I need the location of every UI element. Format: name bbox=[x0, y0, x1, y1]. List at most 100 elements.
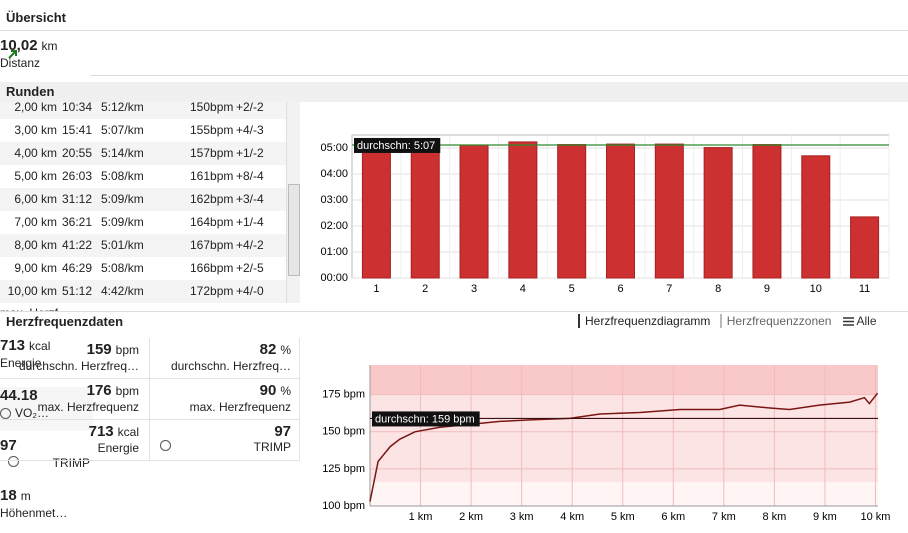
hr-title: Herzfrequenzdaten bbox=[0, 311, 908, 331]
bar bbox=[801, 155, 831, 279]
bar bbox=[361, 138, 391, 279]
stat-unit: bpm bbox=[115, 343, 139, 357]
x-tick-label: 2 bbox=[422, 283, 428, 295]
lap-cell: 164bpm bbox=[190, 215, 234, 229]
tab[interactable]: Alle bbox=[842, 314, 877, 328]
x-tick-label: 7 bbox=[666, 283, 672, 295]
x-tick-label: 3 bbox=[471, 283, 477, 295]
stat-label: VO₂… bbox=[15, 406, 49, 420]
lap-row: 9,00 km 46:29 5:08/km 166bpm +2/-5 bbox=[0, 257, 286, 281]
average-label-box bbox=[372, 411, 480, 427]
lap-row: 4,00 km 20:55 5:14/km 157bpm +1/-2 bbox=[0, 142, 286, 166]
stat-label: TRIMP bbox=[253, 440, 291, 454]
stat-label-line: TRIMP bbox=[150, 440, 291, 454]
hr-stat: 176 bpm max. Herzfrequenz bbox=[0, 379, 150, 420]
scrollbar[interactable] bbox=[286, 102, 300, 303]
stat-value-line: 90% bbox=[150, 382, 291, 399]
bar bbox=[410, 142, 440, 279]
x-tick-label: 9 km bbox=[813, 511, 837, 523]
hr-line bbox=[369, 392, 879, 502]
overview-stats: 10,02kmDistanz51:14Zeit51:14Verstriche…5… bbox=[0, 30, 908, 531]
lap-cell: 167bpm bbox=[190, 238, 234, 252]
help-icon[interactable] bbox=[0, 408, 11, 420]
x-tick-label: 9 bbox=[764, 283, 770, 295]
stat-value: 713 bbox=[88, 423, 114, 440]
lap-cell: 2,00 km bbox=[14, 102, 57, 114]
lap-cell: 166bpm bbox=[190, 261, 234, 275]
stat-label-line: VO₂… bbox=[0, 406, 93, 420]
lap-cell: 51:12 bbox=[62, 284, 93, 298]
tab[interactable]: Herzfrequenzdiagramm bbox=[578, 314, 711, 328]
stat-label: Energie bbox=[0, 356, 42, 370]
menu-icon bbox=[842, 317, 854, 327]
x-tick-label: 8 bbox=[715, 283, 721, 295]
stat-value: 18 bbox=[0, 487, 17, 504]
stat-label-line: Energie bbox=[0, 441, 139, 455]
bar bbox=[654, 143, 684, 279]
stat-value: 44.18 bbox=[0, 387, 38, 404]
lap-cell: 10,00 km bbox=[7, 284, 57, 298]
lap-cell: 5:07/km bbox=[101, 123, 144, 137]
hr-stat: 713 kcal Energie bbox=[0, 420, 150, 461]
lap-cell: 161bpm bbox=[190, 169, 234, 183]
lap-cell: 155bpm bbox=[190, 123, 234, 137]
lap-cell: +1/-2 bbox=[236, 146, 264, 160]
stat: 44.18 VO₂… bbox=[0, 50, 93, 431]
tab[interactable]: Herzfrequenzzonen bbox=[719, 314, 832, 328]
lap-cell: +2/-5 bbox=[236, 261, 264, 275]
y-tick-label: 150 bpm bbox=[322, 426, 365, 438]
help-icon[interactable] bbox=[160, 440, 171, 451]
lap-cell: 5:08/km bbox=[101, 169, 144, 183]
stat-value-line: 713 kcal bbox=[0, 337, 89, 355]
trend-icon bbox=[8, 50, 17, 59]
y-tick-label: 175 bpm bbox=[322, 389, 365, 401]
lap-cell: 20:55 bbox=[62, 146, 93, 160]
stat-unit: kcal bbox=[117, 425, 139, 439]
lap-cell: 6,00 km bbox=[14, 192, 57, 206]
zone-band bbox=[370, 365, 878, 395]
bar bbox=[557, 144, 587, 279]
stat: 713 kcal Energie bbox=[0, 337, 89, 381]
x-tick-label: 4 bbox=[520, 283, 526, 295]
laps-title: Runden bbox=[0, 82, 908, 102]
hr-stat: 159 bpm durchschn. Herzfreq… bbox=[0, 338, 150, 379]
bar bbox=[606, 143, 635, 279]
lap-row: 5,00 km 26:03 5:08/km 161bpm +8/-4 bbox=[0, 165, 286, 189]
x-tick-label: 6 km bbox=[661, 511, 685, 523]
stat-label: Energie bbox=[97, 441, 139, 455]
stat-value: 713 bbox=[0, 337, 26, 354]
help-icon[interactable] bbox=[8, 456, 19, 467]
stat: 10,02 km Distanz bbox=[0, 37, 90, 81]
stat-unit: % bbox=[280, 384, 291, 398]
stat-label-line: Höhenmet… bbox=[0, 506, 91, 520]
stat-label-line: Energie bbox=[0, 356, 89, 370]
x-tick-label: 6 bbox=[617, 283, 623, 295]
stat-value-line: 82% bbox=[150, 341, 291, 358]
stat-value: 159 bbox=[86, 341, 112, 358]
lap-cell: 4,00 km bbox=[14, 146, 57, 160]
zone-band bbox=[370, 482, 878, 506]
scroll-thumb[interactable] bbox=[288, 184, 300, 276]
lap-cell: 172bpm bbox=[190, 284, 234, 298]
lap-cell: 7,00 km bbox=[14, 215, 57, 229]
lap-cell: +4/-2 bbox=[236, 238, 264, 252]
y-tick-label: 04:00 bbox=[320, 168, 348, 180]
x-tick-label: 10 bbox=[810, 283, 822, 295]
hr-stat: 90% max. Herzfrequenz bbox=[150, 379, 300, 420]
x-tick-label: 3 km bbox=[510, 511, 534, 523]
lap-cell: 5:09/km bbox=[101, 192, 144, 206]
stat-label-line: max. Herzfrequenz bbox=[0, 400, 139, 414]
lap-cell: +2/-2 bbox=[236, 102, 264, 114]
bar bbox=[703, 147, 733, 279]
lap-cell: 41:22 bbox=[62, 238, 93, 252]
stat-value: 90 bbox=[259, 382, 277, 399]
lap-row: 3,00 km 15:41 5:07/km 155bpm +4/-3 bbox=[0, 119, 286, 143]
stat-value-line: 10,02 km bbox=[0, 37, 90, 55]
bar bbox=[508, 141, 538, 279]
x-tick-label: 5 km bbox=[611, 511, 635, 523]
bar bbox=[850, 216, 880, 279]
lap-chart: 00:00 01:00 02:00 03:00 04:00 05:00 1 2 3 4 5 6 7 8 9 1… bbox=[320, 134, 890, 295]
x-tick-label: 7 km bbox=[712, 511, 736, 523]
lap-cell: +8/-4 bbox=[236, 169, 264, 183]
